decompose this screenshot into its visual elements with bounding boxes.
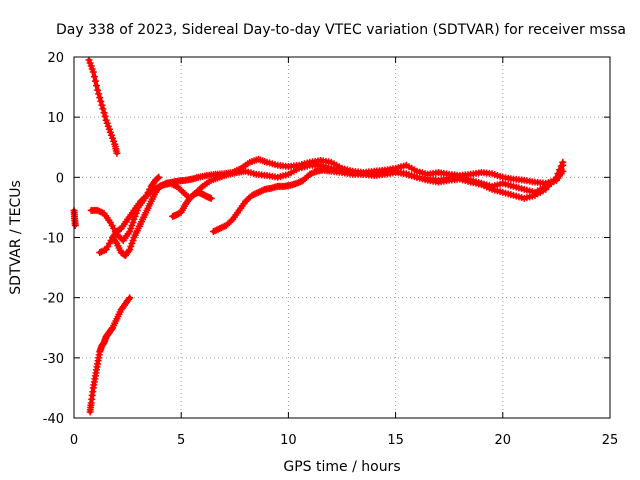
x-tick-label: 15 (387, 433, 404, 448)
y-tick-label: -20 (43, 292, 64, 307)
chart-title: Day 338 of 2023, Sidereal Day-to-day VTE… (56, 22, 626, 38)
data-point-marker (552, 173, 560, 181)
y-axis-label-group: SDTVAR / TECUs (8, 180, 24, 295)
data-point-marker (71, 222, 79, 229)
x-tick-label: 0 (70, 433, 78, 448)
data-point-marker (155, 173, 163, 181)
series-seg-c (86, 294, 134, 416)
y-tick-label: 20 (47, 51, 64, 66)
data-point-marker (97, 97, 105, 105)
data-point-marker (100, 109, 108, 117)
data-point-marker (96, 94, 104, 102)
data-point-marker (98, 101, 106, 109)
series-seg-g (169, 188, 215, 220)
data-point-marker (101, 112, 109, 120)
data-point-marker (154, 174, 162, 182)
y-axis-label: SDTVAR / TECUs (8, 180, 24, 295)
data-point-marker (112, 238, 120, 246)
data-point-marker (129, 219, 137, 226)
y-tick-label: -10 (43, 232, 64, 247)
x-axis-label: GPS time / hours (283, 459, 400, 475)
series-layer (70, 56, 567, 416)
data-point-marker (125, 295, 133, 303)
data-point-marker (91, 77, 99, 85)
data-point-marker (113, 149, 121, 157)
data-point-marker (125, 247, 133, 255)
data-point-marker (95, 90, 103, 98)
series-seg-h (209, 158, 567, 235)
series-seg-b (85, 56, 121, 157)
grid (74, 57, 610, 418)
data-point-marker (90, 73, 98, 81)
series-seg-e (96, 155, 567, 256)
data-point-marker (559, 158, 567, 166)
x-tick-label: 10 (280, 433, 297, 448)
data-point-marker (93, 82, 100, 90)
y-tick-label: 0 (56, 171, 64, 186)
y-tick-label: 10 (47, 111, 64, 126)
data-point-marker (126, 294, 134, 302)
ticks: 0 5 10 15 20 25 20 10 0 -10 -20 -30 -40 (43, 51, 619, 448)
data-point-marker (94, 86, 102, 94)
y-tick-label: -40 (43, 412, 64, 427)
y-tick-label: -30 (43, 352, 64, 367)
x-tick-label: 20 (495, 433, 512, 448)
x-tick-label: 25 (602, 433, 619, 448)
x-tick-label: 5 (177, 433, 185, 448)
data-point-marker (557, 162, 565, 170)
data-point-marker (89, 68, 97, 76)
series-seg-a (70, 206, 79, 229)
data-point-marker (554, 170, 562, 178)
data-point-marker (556, 166, 564, 174)
data-point-marker (99, 105, 107, 113)
data-point-marker (207, 194, 215, 202)
